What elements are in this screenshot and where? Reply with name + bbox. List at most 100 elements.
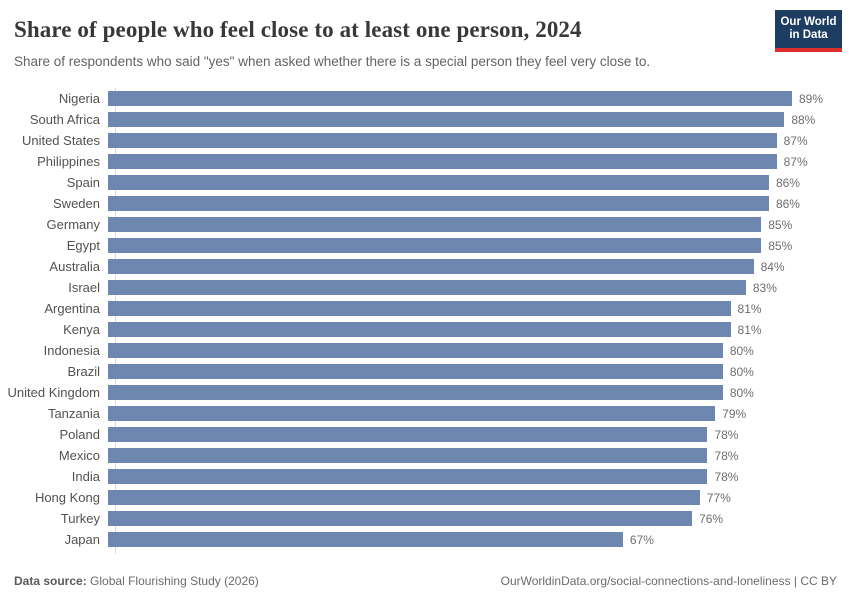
bar-row: Spain 86% <box>0 172 850 193</box>
bar-track: 67% <box>108 532 792 547</box>
chart-subtitle: Share of respondents who said "yes" when… <box>14 54 651 69</box>
country-label: Indonesia <box>43 343 100 358</box>
bar[interactable] <box>108 322 731 337</box>
bar-row: Israel 83% <box>0 277 850 298</box>
bar[interactable] <box>108 385 723 400</box>
footer-citation[interactable]: OurWorldinData.org/social-connections-an… <box>500 574 837 588</box>
bar-track: 86% <box>108 175 800 190</box>
value-label: 81% <box>737 301 762 316</box>
value-label: 78% <box>714 469 739 484</box>
country-label: Nigeria <box>58 91 100 106</box>
value-label: 88% <box>791 112 816 127</box>
bar[interactable] <box>108 448 708 463</box>
value-label: 87% <box>783 154 808 169</box>
bar-row: Argentina 81% <box>0 298 850 319</box>
footer: Data source: Global Flourishing Study (2… <box>14 574 837 588</box>
owid-logo-line2: in Data <box>789 29 828 41</box>
country-label: Tanzania <box>47 406 100 421</box>
value-label: 83% <box>752 280 777 295</box>
bar-track: 77% <box>108 490 792 505</box>
bar-track: 85% <box>108 238 792 253</box>
value-label: 85% <box>768 238 793 253</box>
bar-track: 81% <box>108 322 792 337</box>
value-label: 80% <box>729 343 754 358</box>
bar-track: 80% <box>108 364 792 379</box>
bar-row: South Africa 88% <box>0 109 850 130</box>
value-label: 79% <box>722 406 747 421</box>
data-source-label: Data source: <box>14 574 87 588</box>
value-label: 84% <box>760 259 785 274</box>
bar-track: 78% <box>108 469 792 484</box>
value-label: 86% <box>775 196 800 211</box>
bar-track: 86% <box>108 196 800 211</box>
bar[interactable] <box>108 490 700 505</box>
bar-row: Kenya 81% <box>0 319 850 340</box>
value-label: 76% <box>699 511 724 526</box>
country-label: Japan <box>64 532 100 547</box>
bar-track: 78% <box>108 448 792 463</box>
country-label: Argentina <box>44 301 100 316</box>
owid-logo[interactable]: Our World in Data <box>775 10 842 52</box>
country-label: Hong Kong <box>34 490 100 505</box>
bar[interactable] <box>108 196 769 211</box>
bar[interactable] <box>108 133 777 148</box>
bar-row: Sweden 86% <box>0 193 850 214</box>
bar-row: Turkey 76% <box>0 508 850 529</box>
bar-row: Hong Kong 77% <box>0 487 850 508</box>
bar-row: Egypt 85% <box>0 235 850 256</box>
bar-track: 87% <box>108 154 808 169</box>
bar-row: Australia 84% <box>0 256 850 277</box>
country-label: Turkey <box>60 511 100 526</box>
bar[interactable] <box>108 259 754 274</box>
value-label: 86% <box>775 175 800 190</box>
country-label: Sweden <box>53 196 100 211</box>
bar-row: Nigeria 89% <box>0 88 850 109</box>
bar-row: Brazil 80% <box>0 361 850 382</box>
bar[interactable] <box>108 427 708 442</box>
data-source: Data source: Global Flourishing Study (2… <box>14 574 259 588</box>
value-label: 77% <box>706 490 731 505</box>
bar[interactable] <box>108 91 792 106</box>
bar[interactable] <box>108 154 777 169</box>
bar[interactable] <box>108 112 785 127</box>
country-label: Israel <box>68 280 100 295</box>
country-label: India <box>71 469 100 484</box>
bar-rows: Nigeria 89% South Africa 88% United States 87… <box>0 88 850 550</box>
bar-track: 87% <box>108 133 808 148</box>
value-label: 89% <box>799 91 824 106</box>
country-label: Germany <box>46 217 100 232</box>
bar[interactable] <box>108 343 723 358</box>
bar[interactable] <box>108 532 623 547</box>
value-label: 81% <box>737 322 762 337</box>
bar[interactable] <box>108 511 693 526</box>
bar-row: United Kingdom 80% <box>0 382 850 403</box>
value-label: 87% <box>783 133 808 148</box>
bar-track: 88% <box>108 112 815 127</box>
bar[interactable] <box>108 406 716 421</box>
country-label: South Africa <box>29 112 100 127</box>
country-label: Kenya <box>63 322 100 337</box>
bar[interactable] <box>108 280 746 295</box>
country-label: Brazil <box>67 364 100 379</box>
value-label: 78% <box>714 448 739 463</box>
bar[interactable] <box>108 175 769 190</box>
bar-row: India 78% <box>0 466 850 487</box>
bar[interactable] <box>108 217 762 232</box>
bar-track: 81% <box>108 301 792 316</box>
bar-track: 85% <box>108 217 792 232</box>
bar[interactable] <box>108 238 762 253</box>
bar-row: Tanzania 79% <box>0 403 850 424</box>
y-axis-line <box>115 88 116 554</box>
country-label: Spain <box>66 175 100 190</box>
data-source-value: Global Flourishing Study (2026) <box>90 574 259 588</box>
value-label: 67% <box>629 532 654 547</box>
bar-row: Mexico 78% <box>0 445 850 466</box>
bar[interactable] <box>108 364 723 379</box>
bar-track: 80% <box>108 385 792 400</box>
bar[interactable] <box>108 301 731 316</box>
bar[interactable] <box>108 469 708 484</box>
country-label: United Kingdom <box>7 385 101 400</box>
bar-track: 76% <box>108 511 792 526</box>
chart-title: Share of people who feel close to at lea… <box>14 17 582 42</box>
